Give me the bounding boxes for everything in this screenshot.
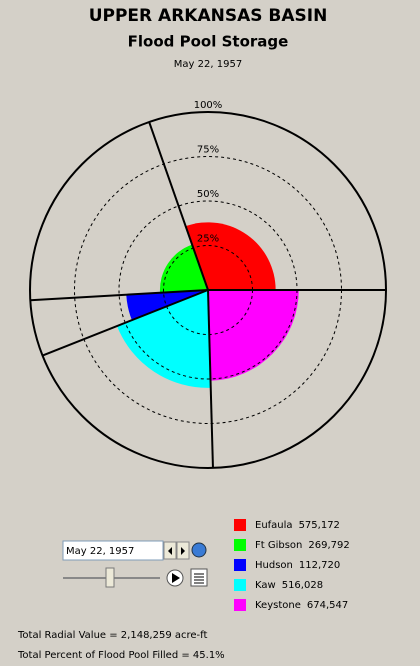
legend-value: 269,792: [308, 540, 349, 551]
legend-value: 575,172: [299, 520, 340, 531]
prev-icon: [168, 547, 172, 555]
date-input[interactable]: [62, 540, 164, 561]
legend-label: Eufaula: [255, 520, 293, 531]
wedge: [208, 290, 299, 381]
total-radial: Total Radial Value = 2,148,259 acre-ft: [17, 630, 207, 641]
legend-value: 674,547: [307, 600, 348, 611]
legend-label: Kaw: [255, 580, 276, 591]
slider-thumb[interactable]: [105, 567, 115, 588]
chart-date: May 22, 1957: [174, 59, 242, 70]
legend-swatch: [234, 599, 246, 611]
wedge: [116, 290, 211, 388]
next-icon: [181, 547, 185, 555]
legend-label: Hudson: [255, 560, 293, 571]
spoke: [42, 289, 209, 357]
wedge: [185, 222, 276, 290]
spoke: [207, 289, 214, 468]
date-input-text: May 22, 1957: [66, 546, 134, 557]
r-tick-label: 25%: [197, 234, 219, 245]
spoke: [30, 289, 209, 302]
legend-label: Ft Gibson: [255, 540, 302, 551]
globe-button[interactable]: [191, 542, 207, 558]
legend-swatch: [234, 539, 246, 551]
r-tick-label: 50%: [197, 189, 219, 200]
legend-swatch: [234, 579, 246, 591]
spoke: [148, 121, 209, 291]
legend-value: 112,720: [299, 560, 340, 571]
chart-title: UPPER ARKANSAS BASIN: [89, 6, 328, 26]
r-tick-label: 100%: [194, 100, 223, 111]
legend-value: 516,028: [282, 580, 323, 591]
legend-label: Keystone: [255, 600, 301, 611]
legend-swatch: [234, 559, 246, 571]
legend: Eufaula 575,172 Ft Gibson 269,792 Hudson 112,…: [234, 519, 350, 611]
report-icon: [194, 573, 204, 584]
r-tick-label: 75%: [197, 145, 219, 156]
chart-subtitle: Flood Pool Storage: [128, 33, 289, 51]
plot: 25% 50% 75% 100%: [29, 100, 387, 469]
total-percent: Total Percent of Flood Pool Filled = 45.…: [17, 650, 225, 661]
legend-swatch: [234, 519, 246, 531]
play-icon: [172, 573, 180, 583]
